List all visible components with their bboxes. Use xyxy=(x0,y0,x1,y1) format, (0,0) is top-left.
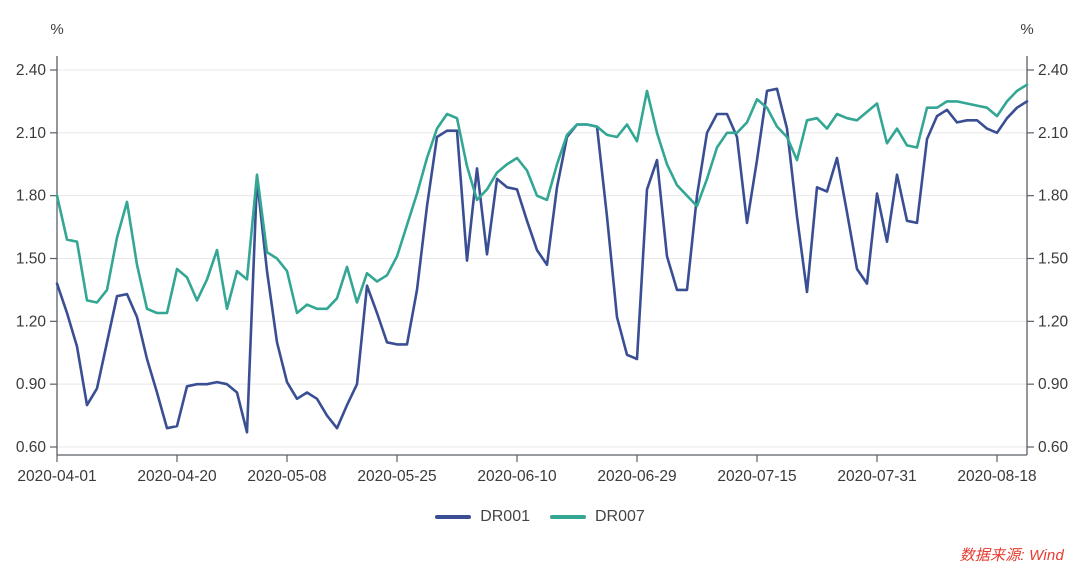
y-axis-unit-right: % xyxy=(1020,21,1034,38)
y-axis-label-left: 0.90 xyxy=(16,376,47,393)
y-axis-label-right: 1.20 xyxy=(1038,313,1069,330)
x-axis-label: 2020-05-25 xyxy=(357,468,436,485)
x-axis-label: 2020-04-20 xyxy=(137,468,217,485)
x-axis-label: 2020-05-08 xyxy=(247,468,326,485)
series-line-dr001 xyxy=(55,87,1029,434)
x-axis-label: 2020-08-18 xyxy=(957,468,1036,485)
y-axis-label-right: 1.50 xyxy=(1038,251,1069,268)
x-axis-label: 2020-04-01 xyxy=(17,468,96,485)
source-note: 数据来源: Wind xyxy=(959,547,1064,564)
x-axis-label: 2020-07-31 xyxy=(837,468,916,485)
y-axis-label-left: 2.40 xyxy=(16,62,47,79)
y-axis-label-left: 1.50 xyxy=(16,251,47,268)
y-axis-label-left: 0.60 xyxy=(16,439,47,456)
y-axis-label-right: 2.40 xyxy=(1038,62,1069,79)
legend-item-dr007: DR007 xyxy=(550,508,645,526)
y-axis-label-left: 2.10 xyxy=(16,125,47,142)
legend-item-dr001: DR001 xyxy=(435,508,530,526)
series-line-dr007 xyxy=(55,83,1029,315)
y-axis-label-right: 0.90 xyxy=(1038,376,1069,393)
y-axis-label-right: 1.80 xyxy=(1038,188,1069,205)
legend-swatch-dr007 xyxy=(550,515,586,519)
x-axis-label: 2020-07-15 xyxy=(717,468,796,485)
line-chart: 0.60 0.60 0.90 0.90 1.20 1.20 1.50 1.50 1.80 1.80… xyxy=(16,56,1069,485)
x-axis-label: 2020-06-10 xyxy=(477,468,557,485)
y-axis-label-left: 1.80 xyxy=(16,188,47,205)
y-axis-unit-left: % xyxy=(50,21,64,38)
legend: DR001 DR007 xyxy=(0,508,1080,526)
legend-label-dr007: DR007 xyxy=(595,508,645,525)
x-axis-label: 2020-06-29 xyxy=(597,468,676,485)
y-axis-label-right: 0.60 xyxy=(1038,439,1069,456)
legend-swatch-dr001 xyxy=(435,515,472,519)
y-axis-label-left: 1.20 xyxy=(16,313,47,330)
y-axis-label-right: 2.10 xyxy=(1038,125,1069,142)
legend-label-dr001: DR001 xyxy=(480,508,530,525)
